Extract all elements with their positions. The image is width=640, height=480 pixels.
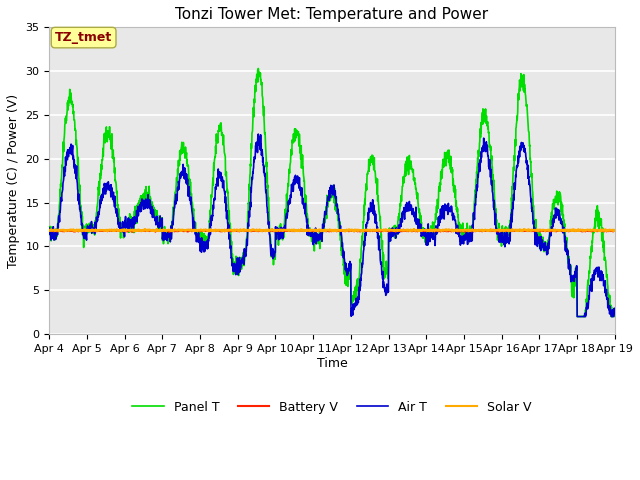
Solar V <box>577 228 585 233</box>
Panel T <box>611 309 618 314</box>
Solar V <box>611 228 618 233</box>
Solar V <box>153 226 161 232</box>
Solar V <box>349 227 356 233</box>
Title: Tonzi Tower Met: Temperature and Power: Tonzi Tower Met: Temperature and Power <box>175 7 488 22</box>
Battery V <box>361 228 369 233</box>
Air T <box>203 243 211 249</box>
Battery V <box>204 227 211 233</box>
Solar V <box>45 227 53 233</box>
Battery V <box>497 228 504 233</box>
Solar V <box>204 228 211 233</box>
Air T <box>577 313 585 319</box>
Battery V <box>45 228 53 234</box>
X-axis label: Time: Time <box>317 357 348 370</box>
Panel T <box>561 230 569 236</box>
Air T <box>45 231 53 237</box>
Line: Battery V: Battery V <box>49 229 614 232</box>
Battery V <box>577 227 585 232</box>
Panel T <box>45 228 53 234</box>
Battery V <box>611 228 618 233</box>
Y-axis label: Temperature (C) / Power (V): Temperature (C) / Power (V) <box>7 94 20 268</box>
Panel T <box>361 196 369 202</box>
Text: TZ_tmet: TZ_tmet <box>55 31 112 44</box>
Air T <box>361 231 369 237</box>
Panel T <box>203 235 211 240</box>
Battery V <box>349 228 356 233</box>
Solar V <box>561 228 569 234</box>
Air T <box>573 313 581 319</box>
Battery V <box>166 229 173 235</box>
Panel T <box>573 313 581 319</box>
Line: Air T: Air T <box>49 134 614 316</box>
Panel T <box>497 231 504 237</box>
Panel T <box>255 66 262 72</box>
Air T <box>255 131 262 137</box>
Solar V <box>496 228 504 234</box>
Line: Panel T: Panel T <box>49 69 614 316</box>
Air T <box>611 311 618 316</box>
Battery V <box>223 227 230 232</box>
Panel T <box>349 293 356 299</box>
Legend: Panel T, Battery V, Air T, Solar V: Panel T, Battery V, Air T, Solar V <box>127 396 536 419</box>
Panel T <box>577 313 585 319</box>
Line: Solar V: Solar V <box>49 229 614 231</box>
Solar V <box>361 227 369 233</box>
Solar V <box>497 228 504 233</box>
Battery V <box>561 228 569 234</box>
Air T <box>497 238 504 243</box>
Air T <box>561 239 569 245</box>
Air T <box>349 312 356 317</box>
